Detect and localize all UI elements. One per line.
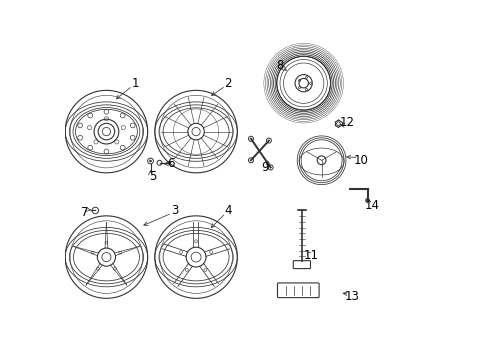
Text: 5: 5 bbox=[149, 170, 157, 183]
Text: 6: 6 bbox=[167, 157, 174, 170]
Text: 9: 9 bbox=[261, 161, 268, 174]
Text: 12: 12 bbox=[339, 116, 353, 129]
Text: 11: 11 bbox=[303, 249, 318, 262]
Text: 2: 2 bbox=[224, 77, 232, 90]
Circle shape bbox=[149, 160, 151, 162]
Text: 13: 13 bbox=[344, 290, 359, 303]
Text: 10: 10 bbox=[353, 154, 368, 167]
Text: 1: 1 bbox=[131, 77, 139, 90]
Text: 7: 7 bbox=[81, 206, 88, 219]
Text: 4: 4 bbox=[224, 204, 232, 217]
Text: 14: 14 bbox=[364, 199, 379, 212]
Text: 8: 8 bbox=[276, 59, 284, 72]
Text: 3: 3 bbox=[170, 204, 178, 217]
